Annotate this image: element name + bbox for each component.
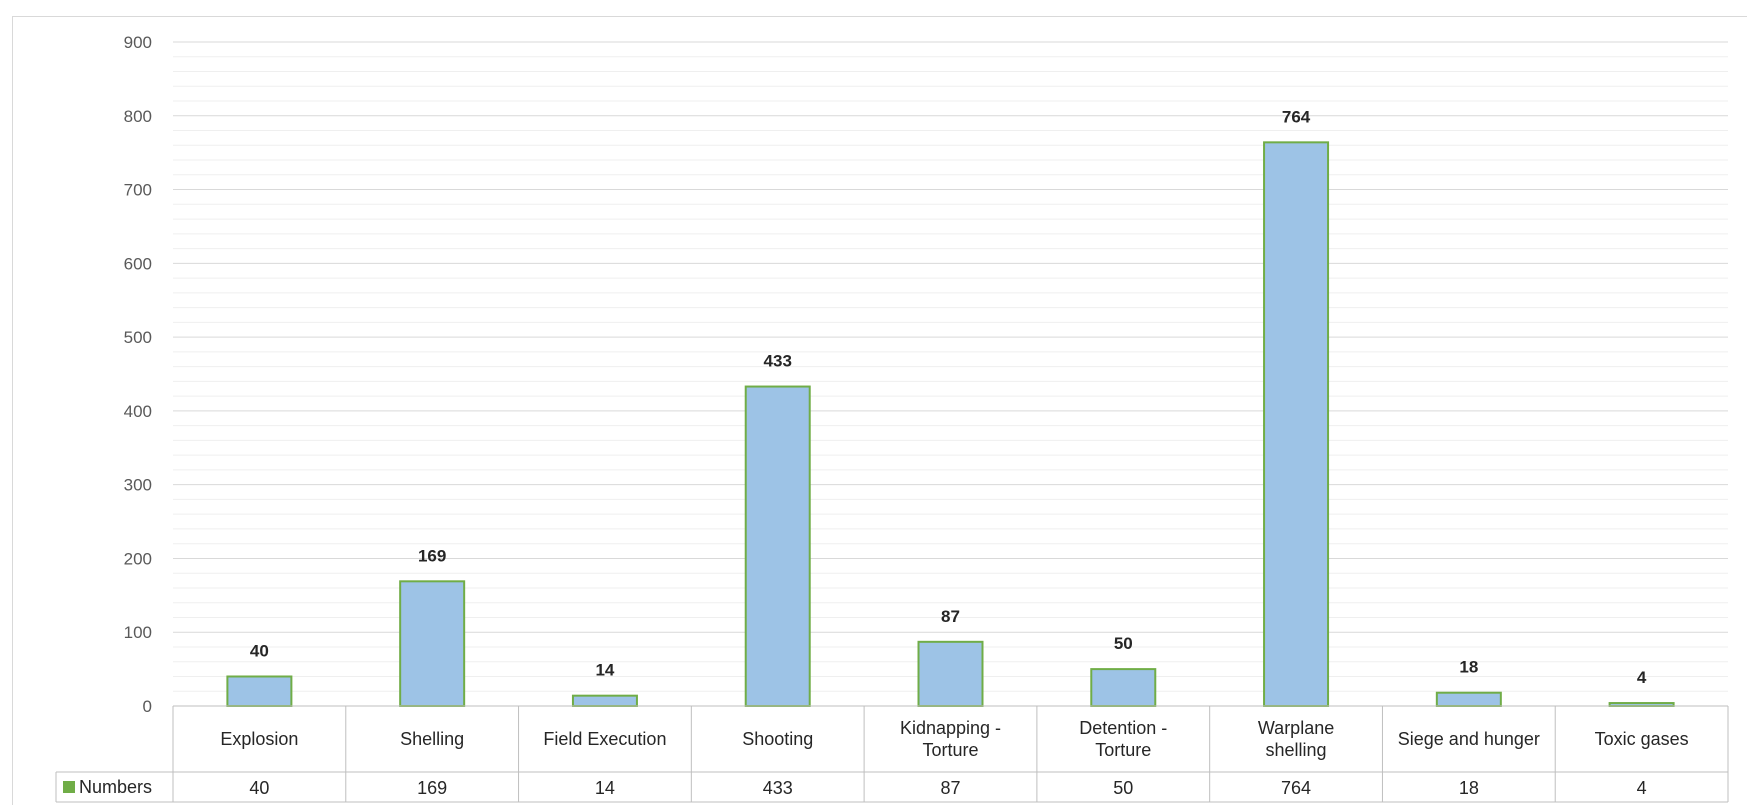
category-label: Shooting: [742, 729, 813, 749]
bar: [917, 640, 984, 708]
data-label: 4: [1637, 668, 1647, 687]
category-label: Shelling: [400, 729, 464, 749]
y-tick-label: 400: [124, 402, 152, 421]
y-tick-label: 700: [124, 181, 152, 200]
data-label: 40: [250, 641, 269, 660]
series-name: Numbers: [79, 777, 152, 797]
bar: [571, 694, 638, 707]
data-label: 169: [418, 546, 446, 565]
y-tick-label: 500: [124, 328, 152, 347]
category-label: Torture: [1095, 740, 1151, 760]
data-label: 18: [1459, 658, 1478, 677]
table-value: 169: [417, 778, 447, 798]
category-label: Torture: [922, 740, 978, 760]
table-value: 40: [249, 778, 269, 798]
category-label: shelling: [1266, 740, 1327, 760]
category-label: Field Execution: [543, 729, 666, 749]
data-label: 433: [764, 352, 792, 371]
y-tick-label: 900: [124, 33, 152, 52]
data-labels: 40 169 14 433 87 50 764 18 4: [250, 107, 1647, 687]
legend-key: [63, 781, 75, 793]
y-tick-label: 600: [124, 254, 152, 273]
data-label: 764: [1282, 107, 1311, 126]
bar: [1090, 668, 1157, 707]
table-value: 433: [763, 778, 793, 798]
table-value: 14: [595, 778, 615, 798]
data-label: 87: [941, 607, 960, 626]
y-tick-label: 800: [124, 107, 152, 126]
bar: [226, 675, 293, 708]
y-tick-label: 300: [124, 476, 152, 495]
y-tick-label: 200: [124, 549, 152, 568]
y-tick-label: 0: [143, 697, 152, 716]
bar: [1435, 691, 1502, 707]
y-tick-label: 100: [124, 623, 152, 642]
data-label: 14: [595, 661, 614, 680]
table-value: 18: [1459, 778, 1479, 798]
table-value: 4: [1637, 778, 1647, 798]
table-value: 50: [1113, 778, 1133, 798]
data-table: Explosion Shelling Field Execution Shooting…: [55, 705, 1729, 803]
bar: [399, 580, 466, 707]
category-label: Toxic gases: [1595, 729, 1689, 749]
category-label: Detention -: [1079, 718, 1167, 738]
table-value: 87: [940, 778, 960, 798]
table-value: 764: [1281, 778, 1311, 798]
chart-frame: [12, 16, 1747, 805]
y-axis-ticks: 0 100 200 300 400 500 600 700 800 900: [124, 33, 152, 716]
bar: [744, 385, 811, 707]
category-label: Kidnapping -: [900, 718, 1001, 738]
bars: [226, 141, 1675, 708]
category-label: Explosion: [220, 729, 298, 749]
bar: [1263, 141, 1330, 708]
category-label: Siege and hunger: [1398, 729, 1540, 749]
category-label: Warplane: [1258, 718, 1334, 738]
data-label: 50: [1114, 634, 1133, 653]
